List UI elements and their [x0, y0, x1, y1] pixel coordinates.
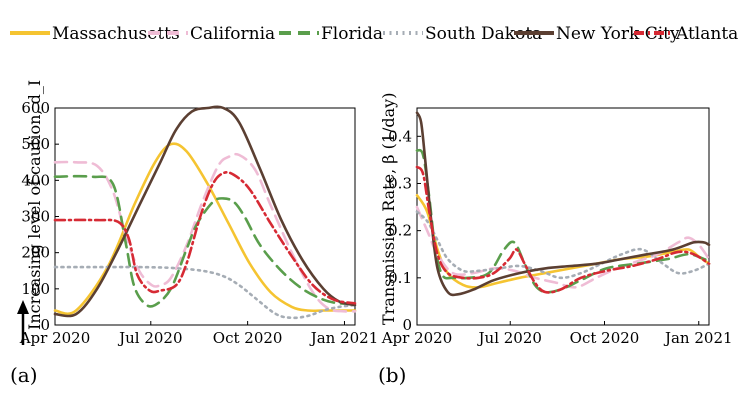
panel-a-series-new-york-city — [53, 105, 357, 318]
panel-b-ytick-label: 0.3 — [388, 174, 412, 192]
panel-a-series-south-dakota — [53, 265, 357, 320]
panel-a-x-ticks: Apr 2020 Jul 2020 Oct 2020 Jan 2021 — [19, 321, 379, 347]
panel-a-ytick-label: 0 — [40, 316, 50, 334]
panel-a-ytick-label: 600 — [21, 99, 50, 117]
panel-a-ytick-label: 500 — [21, 135, 50, 153]
panel-a-ylabel: Increasing level of caution, d_I — [25, 80, 44, 330]
panel-b-ytick-label: 0.2 — [388, 222, 412, 240]
panel-b-frame — [416, 107, 710, 326]
panel-b-ytick-label: 0.4 — [388, 127, 412, 145]
panel-b-xtick-label: Oct 2020 — [570, 329, 640, 347]
caution-arrow — [17, 300, 29, 345]
panel-b-series — [415, 111, 711, 297]
panel-a-ytick-label: 300 — [21, 208, 50, 226]
panel-b-x-ticks: Apr 2020 Jul 2020 Oct 2020 Jan 2021 — [381, 321, 733, 347]
panel-b: 0 0.1 0.2 0.3 0.4 Apr 2020 Jul 2020 Oct 2020 Ja… — [378, 93, 733, 387]
panel-b-series-florida — [415, 148, 711, 294]
panel-b-series-california — [415, 205, 711, 289]
panel-b-ytick-label: 0 — [402, 316, 412, 334]
panel-a-y-ticks: 0 100 200 300 400 500 600 — [21, 99, 59, 334]
legend-label-florida: Florida — [321, 24, 383, 44]
panel-b-ytick-label: 0.1 — [388, 269, 412, 287]
panel-b-ylabel: Transmission Rate, β (1/day) — [379, 93, 398, 325]
legend-label-massachusetts: Massachusetts — [52, 24, 180, 44]
panel-b-xtick-label: Jul 2020 — [477, 329, 542, 347]
panel-a-series — [53, 105, 357, 320]
panel-b-label: (b) — [378, 363, 406, 387]
panel-a-xtick-label: Jul 2020 — [117, 329, 182, 347]
panel-a-ytick-label: 100 — [21, 280, 50, 298]
panel-a-xtick-label: Jan 2021 — [309, 329, 379, 347]
panel-a-ytick-label: 400 — [21, 171, 50, 189]
panel-b-xtick-label: Jan 2021 — [663, 329, 733, 347]
legend-label-california: California — [190, 24, 275, 44]
panel-b-xtick-label: Apr 2020 — [381, 329, 453, 347]
panel-a: 0 100 200 300 400 500 600 Apr 2020 Jul 2020 Oct … — [10, 80, 378, 387]
legend-label-new-york-city: New York City — [556, 24, 680, 44]
panel-a-ytick-label: 200 — [21, 244, 50, 262]
panel-a-label: (a) — [10, 363, 38, 387]
panel-b-series-south-dakota — [415, 210, 711, 280]
panel-a-series-california — [53, 152, 357, 313]
panel-a-series-florida — [53, 174, 357, 308]
panel-b-y-ticks: 0 0.1 0.2 0.3 0.4 — [388, 127, 421, 334]
legend-label-south-dakota: South Dakota — [425, 24, 542, 44]
legend: Massachusetts California Florida South Dako… — [10, 24, 738, 44]
panel-a-xtick-label: Oct 2020 — [213, 329, 283, 347]
panel-a-series-massachusetts — [53, 142, 357, 316]
panel-b-series-new-york-city — [415, 111, 711, 297]
legend-label-atlanta: Atlanta — [675, 24, 738, 44]
panel-a-xtick-label: Apr 2020 — [19, 329, 91, 347]
panel-a-series-atlanta — [53, 171, 357, 305]
panel-b-series-atlanta — [415, 165, 711, 294]
